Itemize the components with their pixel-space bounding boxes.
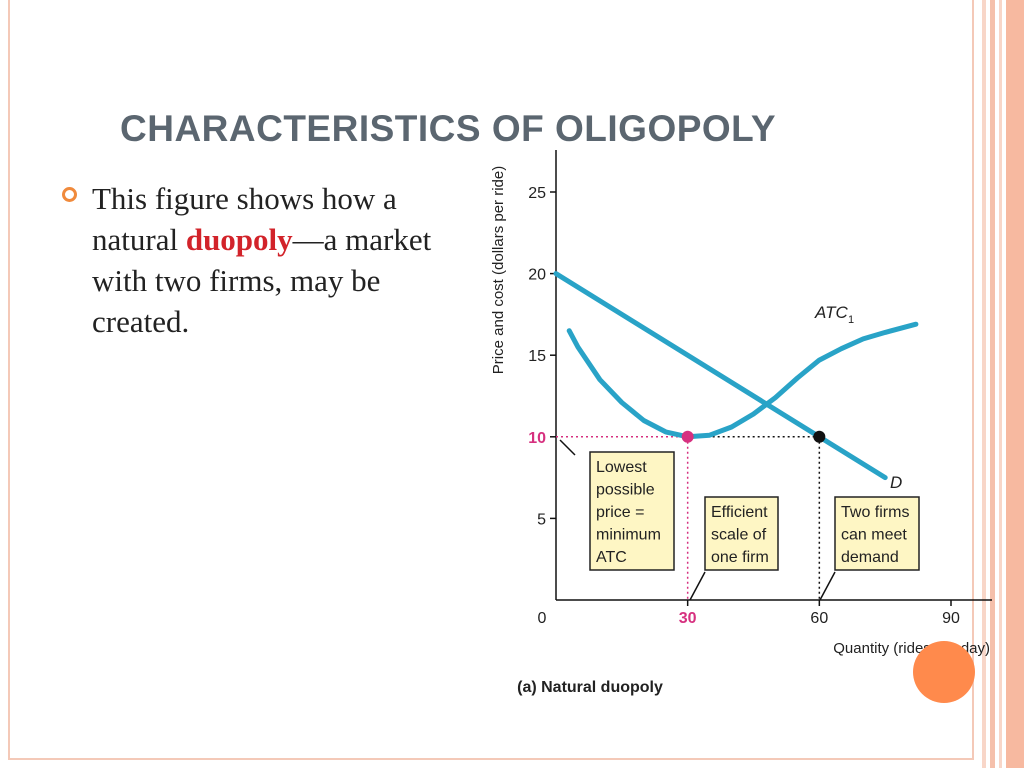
efficient-scale-point [681,430,694,443]
x-tick-label: 0 [538,610,547,627]
x-tick-label: 30 [679,610,697,627]
y-axis-label: Price and cost (dollars per ride) [490,166,507,374]
lowest-price-box-text: price = [596,504,644,521]
x-tick-label: 90 [942,610,960,627]
bullet-circle-icon [62,187,77,202]
decor-stripe [990,0,995,768]
lowest-price-box-leader-line [559,439,576,456]
y-tick-label: 10 [528,430,546,447]
efficient-scale-box-text: Efficient [711,504,768,521]
two-firms-box [834,496,920,571]
series-line-atc [566,321,919,440]
efficient-scale-box [704,496,779,571]
efficient-scale-box-text: one firm [711,549,769,566]
two-firms-box-text: demand [841,549,899,566]
decor-stripe [999,0,1002,768]
y-tick-label: 5 [537,511,546,528]
lowest-price-box-text: Lowest [596,459,647,476]
slide-frame [8,0,974,760]
decor-orange-circle [913,641,975,703]
x-tick-label: 60 [810,610,828,627]
y-tick-label: 20 [528,267,546,284]
lowest-price-box [589,451,675,571]
series-label-d: D [890,473,902,492]
demand-at-60-point [813,430,826,443]
efficient-scale-box-leader-line [689,571,706,601]
two-firms-box-text: can meet [841,527,907,544]
efficient-scale-box-text: scale of [711,527,767,544]
two-firms-box-text: Two firms [841,504,909,521]
lowest-price-box-text: possible [596,482,655,499]
bullet-text: This figure shows how a natural duopoly—… [92,178,472,342]
two-firms-box-leader-line [819,571,836,601]
series-label-atc: ATC [814,303,848,322]
decor-stripe [982,0,986,768]
decor-stripe [1006,0,1024,768]
series-label-atc-subscript: 1 [848,314,854,326]
bullet-text-before: This figure shows how a natural [92,181,397,257]
lowest-price-box-text: ATC [596,549,627,566]
bullet-highlight: duopoly [185,222,293,257]
y-tick-label: 15 [528,348,546,365]
slide-title: CHARACTERISTICS OF OLIGOPOLY [120,108,777,149]
y-tick-label: 25 [528,185,546,202]
series-line-d [553,271,888,481]
bullet-text-after: —a market with two firms, may be created… [92,222,432,339]
chart-caption: (a) Natural duopoly [517,679,663,696]
lowest-price-box-text: minimum [596,527,661,544]
